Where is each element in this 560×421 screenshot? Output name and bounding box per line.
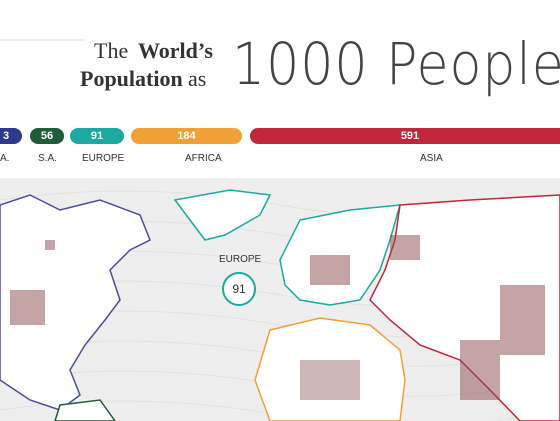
segment-pill: 591 <box>250 128 560 144</box>
map-value: 91 <box>232 282 246 296</box>
segment-region: ASIA <box>420 153 443 164</box>
title-population: Population <box>80 66 183 91</box>
title-worlds: World’s <box>138 38 213 63</box>
people-icons <box>10 235 545 400</box>
map-label: EUROPE <box>219 254 262 265</box>
north-america <box>0 194 151 411</box>
segment-region: EUROPE <box>82 153 125 164</box>
europe-marker <box>222 272 256 306</box>
segment-region: S.A. <box>38 153 57 164</box>
title-the: The <box>94 38 129 63</box>
segment-pill: 184 <box>131 128 242 144</box>
greenland <box>173 189 272 241</box>
segment-pill: 56 <box>30 128 64 144</box>
segment-pill: 3 <box>0 128 22 144</box>
segment-region: A. <box>0 153 10 164</box>
africa <box>254 317 406 421</box>
title-as: as <box>188 66 207 91</box>
segment-pill: 91 <box>70 128 124 144</box>
segment-region: AFRICA <box>185 153 222 164</box>
title-big: 1000 People <box>232 30 560 98</box>
south-america <box>54 399 116 421</box>
